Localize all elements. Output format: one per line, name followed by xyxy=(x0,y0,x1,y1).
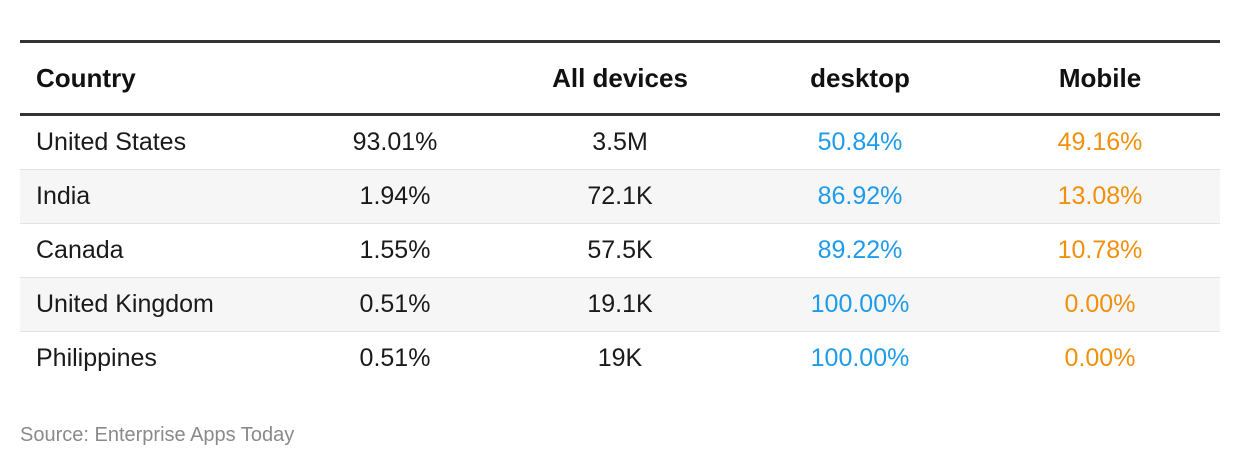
traffic-table-container: Country All devices desktop Mobile Unite… xyxy=(20,40,1220,385)
cell-country: United States xyxy=(20,114,290,170)
table-row: United Kingdom 0.51% 19.1K 100.00% 0.00% xyxy=(20,277,1220,332)
source-note: Source: Enterprise Apps Today xyxy=(20,424,295,446)
table-row: India 1.94% 72.1K 86.92% 13.08% xyxy=(20,169,1220,224)
cell-country: India xyxy=(20,169,290,224)
cell-share: 1.94% xyxy=(290,169,500,224)
cell-share: 0.51% xyxy=(359,344,431,372)
header-share xyxy=(290,41,500,116)
traffic-by-country-table: Country All devices desktop Mobile Unite… xyxy=(20,40,1220,385)
cell-mobile: 0.00% xyxy=(1064,344,1136,372)
cell-mobile: 10.78% xyxy=(980,223,1220,278)
header-desktop: desktop xyxy=(740,41,980,116)
cell-desktop: 86.92% xyxy=(740,169,980,224)
cell-desktop: 50.84% xyxy=(740,114,980,170)
header-country: Country xyxy=(20,41,290,116)
header-mobile: Mobile xyxy=(980,41,1220,116)
header-row: Country All devices desktop Mobile xyxy=(20,41,1220,116)
table-row: Philippines 0.51% 19K 100.00% 0.00% xyxy=(20,332,1220,386)
header-all-devices: All devices xyxy=(500,41,740,116)
cell-desktop: 100.00% xyxy=(810,344,910,372)
table-header: Country All devices desktop Mobile xyxy=(20,41,1220,116)
cell-all-devices: 72.1K xyxy=(500,169,740,224)
cell-share: 0.51% xyxy=(290,277,500,332)
cell-desktop: 89.22% xyxy=(740,223,980,278)
cell-desktop: 100.00% xyxy=(740,277,980,332)
cell-share: 1.55% xyxy=(290,223,500,278)
cell-mobile: 49.16% xyxy=(980,114,1220,170)
cell-country: Philippines xyxy=(36,344,157,372)
cell-all-devices: 19.1K xyxy=(500,277,740,332)
table-row: United States 93.01% 3.5M 50.84% 49.16% xyxy=(20,114,1220,170)
cell-mobile: 13.08% xyxy=(980,169,1220,224)
cell-all-devices: 3.5M xyxy=(500,114,740,170)
cell-share: 93.01% xyxy=(290,114,500,170)
table-body: United States 93.01% 3.5M 50.84% 49.16% … xyxy=(20,114,1220,386)
cell-country: Canada xyxy=(20,223,290,278)
cell-country: United Kingdom xyxy=(20,277,290,332)
cell-all-devices: 57.5K xyxy=(500,223,740,278)
cell-mobile: 0.00% xyxy=(980,277,1220,332)
table-row: Canada 1.55% 57.5K 89.22% 10.78% xyxy=(20,223,1220,278)
cell-all-devices: 19K xyxy=(597,344,643,372)
